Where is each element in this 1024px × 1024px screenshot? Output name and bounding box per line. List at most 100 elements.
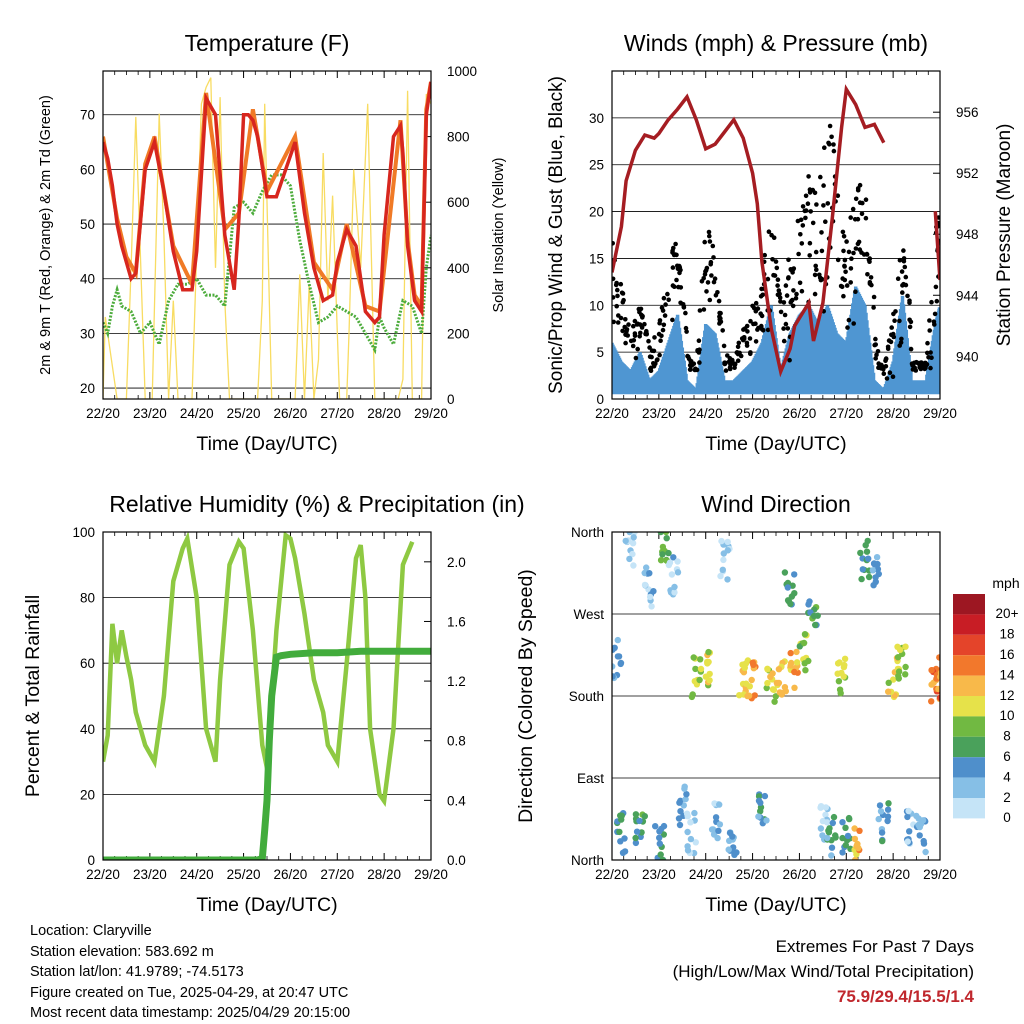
direction-point [840, 673, 847, 680]
direction-point [710, 831, 718, 838]
gust-point [712, 276, 718, 282]
x-tick-label: 28/20 [876, 867, 910, 882]
direction-point [676, 821, 684, 829]
series-2m-temp-line [103, 81, 431, 326]
gust-point [791, 266, 797, 271]
direction-point [648, 603, 655, 610]
gust-point [626, 322, 631, 327]
gust-point [784, 293, 790, 298]
gust-point [794, 291, 799, 297]
gust-point [793, 296, 799, 301]
gust-point [897, 318, 902, 324]
gust-point [786, 275, 791, 280]
y-tick-label: 50 [80, 217, 95, 232]
direction-point [761, 792, 769, 800]
gust-point [850, 206, 856, 212]
y-right-tick-label: 948 [956, 227, 979, 242]
direction-point [851, 825, 858, 832]
direction-point [801, 631, 809, 638]
gust-point [863, 197, 869, 202]
gust-point [856, 239, 862, 245]
direction-point [873, 554, 881, 561]
gust-point [640, 315, 645, 320]
y-tick-label: South [569, 689, 604, 704]
gust-point [907, 324, 913, 330]
gust-point [857, 247, 863, 252]
direction-point [618, 816, 625, 823]
gust-point [686, 356, 692, 362]
gust-point [615, 293, 620, 299]
legend-label: 2 [1003, 790, 1011, 805]
series-wind-band [612, 286, 940, 395]
direction-point [928, 681, 935, 688]
gust-point [674, 277, 679, 283]
direction-point [936, 694, 940, 701]
direction-point [706, 677, 713, 684]
direction-point [875, 815, 882, 823]
gust-point [680, 302, 686, 307]
x-tick-label: 23/20 [133, 406, 167, 421]
direction-point [626, 555, 633, 563]
gust-point [660, 327, 666, 333]
direction-point [832, 834, 839, 841]
gust-point [612, 295, 616, 300]
x-tick-label: 23/20 [642, 867, 676, 882]
gust-point [735, 344, 741, 350]
direction-point [895, 675, 902, 682]
direction-point [810, 612, 818, 620]
direction-point [629, 540, 637, 547]
series-precip-line [103, 647, 431, 860]
direction-point [793, 648, 800, 656]
direction-point [879, 837, 886, 845]
direction-point [619, 849, 627, 856]
x-tick-label: 22/20 [595, 406, 629, 421]
y-tick-label: 30 [589, 111, 604, 126]
direction-point [681, 785, 688, 792]
direction-point [865, 573, 873, 581]
gust-point [688, 367, 693, 372]
gust-point [781, 326, 786, 331]
gust-point [900, 290, 905, 295]
gust-point [713, 293, 719, 298]
gust-point [901, 258, 907, 264]
gust-point [934, 298, 940, 304]
y-axis-label: Direction (Colored By Speed) [515, 569, 537, 823]
legend-label: 8 [1003, 729, 1011, 744]
legend-swatch [953, 798, 985, 819]
gust-point [848, 280, 853, 285]
gust-point [703, 267, 709, 273]
gust-point [905, 293, 910, 299]
direction-point [687, 819, 694, 826]
x-tick-label: 22/20 [86, 867, 120, 882]
y-tick-label: West [573, 607, 604, 622]
direction-point [937, 673, 940, 680]
gust-point [618, 315, 624, 321]
gust-point [720, 328, 725, 333]
direction-point [885, 800, 892, 807]
gust-point [907, 298, 912, 304]
gust-point [825, 201, 831, 206]
direction-point [724, 576, 731, 583]
direction-point [671, 589, 678, 596]
gust-point [638, 330, 643, 336]
gust-point [925, 350, 930, 356]
gust-point [765, 327, 771, 333]
legend-swatch [953, 736, 985, 758]
legend-title: mph [992, 575, 1019, 591]
chart-title: Wind Direction [701, 491, 851, 517]
gust-point [737, 350, 742, 356]
y-tick-label: North [571, 853, 604, 868]
x-tick-label: 27/20 [320, 867, 354, 882]
gust-point [808, 209, 813, 214]
gust-point [651, 361, 656, 366]
chart-3: Relative Humidity (%) & Precipitation (i… [22, 491, 525, 916]
gust-point [812, 291, 818, 297]
direction-point [659, 551, 666, 558]
direction-point [764, 679, 771, 687]
direction-point [842, 824, 849, 831]
gust-point [919, 360, 924, 365]
plot-frame [611, 70, 941, 400]
direction-point [894, 654, 902, 661]
y-tick-label: 25 [589, 158, 604, 173]
